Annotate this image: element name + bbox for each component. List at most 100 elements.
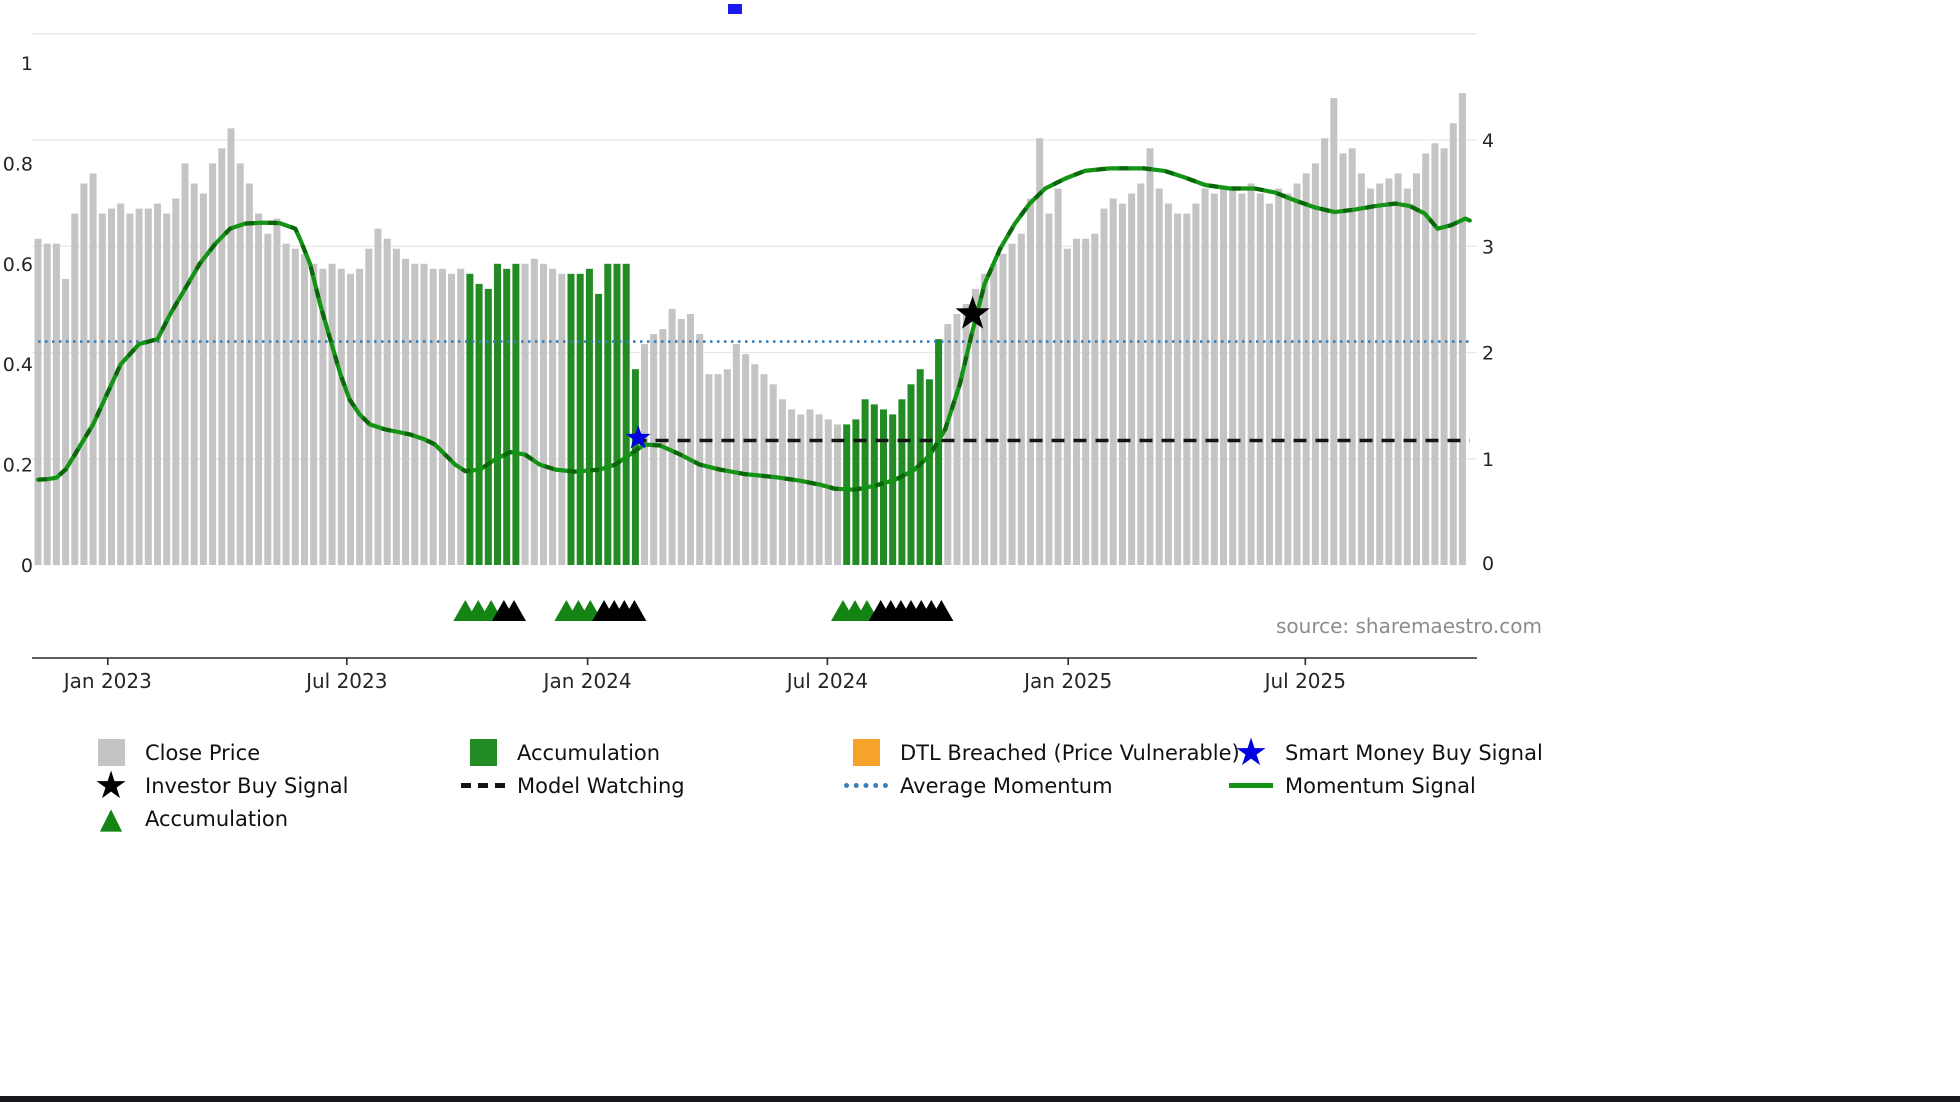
close-price-bar [521, 263, 529, 565]
legend-label-dtl-breached: DTL Breached (Price Vulnerable) [900, 740, 1240, 765]
accumulation-bar [852, 419, 860, 565]
legend-label-investor-buy: Investor Buy Signal [145, 773, 349, 798]
close-price-bar [1045, 213, 1053, 565]
close-price-bar [1449, 123, 1457, 565]
close-price-bar [209, 163, 217, 565]
close-price-bar [1238, 193, 1246, 565]
accumulation-bar [585, 268, 593, 565]
legend-label-accumulation-bars: Accumulation [517, 740, 661, 765]
accumulation-bar [880, 409, 887, 565]
accumulation-bar [494, 263, 501, 565]
x-tick-label: Jul 2023 [304, 669, 387, 693]
x-tick-label: Jul 2025 [1263, 669, 1346, 693]
legend-item-momentum-signal: Momentum Signal [1228, 770, 1543, 801]
y-left-tick-label: 1 [21, 53, 33, 75]
close-price-bar [144, 208, 152, 565]
green-line-swatch [1228, 770, 1274, 801]
accumulation-triangle-black [622, 600, 647, 621]
legend-item-accumulation-triangles: Accumulation [88, 803, 460, 834]
close-price-bar [723, 369, 731, 565]
y-left-tick-label: 0.8 [3, 153, 33, 175]
chart-legend: Close Price Accumulation DTL Breached (P… [88, 737, 1543, 834]
close-price-bar [1284, 193, 1292, 565]
close-price-bar [181, 163, 189, 565]
close-price-bar [301, 253, 308, 566]
close-price-bar [944, 324, 952, 565]
close-price-bar [402, 258, 410, 565]
close-price-bar [1394, 173, 1402, 565]
dotted-line-swatch [843, 770, 889, 801]
close-price-bar [1118, 203, 1126, 565]
y-right-tick-label: 3 [1482, 236, 1494, 258]
close-price-bar [742, 354, 750, 565]
close-price-bar [1183, 213, 1191, 565]
close-price-bar [1311, 163, 1319, 565]
close-price-bar [1256, 193, 1264, 565]
close-price-bar [971, 288, 979, 565]
close-price-bar [319, 268, 327, 565]
close-price-bar [549, 268, 557, 565]
close-price-bar [1348, 148, 1356, 566]
close-price-bar [291, 248, 299, 565]
close-price-bar [310, 263, 318, 565]
close-price-bar [1109, 198, 1117, 565]
close-price-bar [457, 268, 465, 565]
legend-item-accumulation-bars: Accumulation [460, 737, 843, 768]
chart-area: Jan 2023 Jul 2023 Jan 2024 Jul 2024 Jan 2025… [3, 33, 1494, 693]
close-price-bar [1082, 238, 1090, 565]
close-price-bar [218, 148, 226, 566]
legend-label-average-momentum: Average Momentum [900, 773, 1113, 798]
close-price-bar [1431, 143, 1439, 566]
close-price-bar [650, 334, 658, 565]
accumulation-bar [567, 273, 575, 565]
accumulation-bar [613, 263, 621, 565]
close-price-bar [990, 263, 998, 565]
y-left-tick-label: 0 [21, 555, 33, 577]
accumulation-triangle-black [929, 600, 954, 621]
close-price-bar [1137, 183, 1145, 565]
accumulation-bar [484, 288, 492, 565]
close-price-bar [981, 273, 989, 565]
close-price-bar [1008, 243, 1016, 565]
price-momentum-chart: Jan 2023 Jul 2023 Jan 2024 Jul 2024 Jan 2025… [3, 33, 1494, 693]
accumulation-bar [907, 384, 915, 565]
y-right-tick-label: 4 [1482, 130, 1494, 152]
close-price-bar [806, 409, 814, 565]
close-price-bar [227, 128, 235, 566]
y-left-tick-label: 0.2 [3, 455, 33, 477]
close-price-bar [1174, 213, 1182, 565]
close-price-bar [1275, 188, 1283, 565]
black-star-icon [88, 770, 134, 801]
investor-buy-star-icon [955, 296, 990, 329]
close-price-bar [1266, 203, 1273, 565]
close-price-bar [365, 248, 373, 565]
close-price-bar [1302, 173, 1310, 565]
close-price-bar [1027, 198, 1034, 565]
green-square-swatch [460, 737, 506, 768]
close-price-bar [1210, 193, 1218, 565]
accumulation-bar [466, 273, 474, 565]
close-price-bar [1247, 183, 1255, 565]
legend-item-average-momentum: Average Momentum [843, 770, 1228, 801]
close-price-bar [71, 213, 79, 565]
close-price-bar [1063, 248, 1071, 565]
y-left-tick-label: 0.6 [3, 254, 33, 276]
close-price-bar [199, 193, 207, 565]
dashed-line-swatch [460, 770, 506, 801]
close-price-bar [834, 424, 841, 565]
close-price-bar [1201, 188, 1209, 565]
legend-item-investor-buy: Investor Buy Signal [88, 770, 460, 801]
accumulation-bar [622, 263, 630, 565]
close-price-bar [788, 409, 796, 565]
close-price-bar [190, 183, 198, 565]
close-price-bar [1073, 238, 1080, 565]
accumulation-bar [861, 399, 869, 565]
close-price-bar [1330, 98, 1338, 565]
close-price-bar [769, 384, 777, 565]
close-price-bar [429, 268, 437, 565]
close-price-bar [1164, 203, 1172, 565]
green-triangle-icon [88, 803, 134, 834]
close-price-bar [172, 198, 180, 565]
close-price-bar [778, 399, 786, 565]
